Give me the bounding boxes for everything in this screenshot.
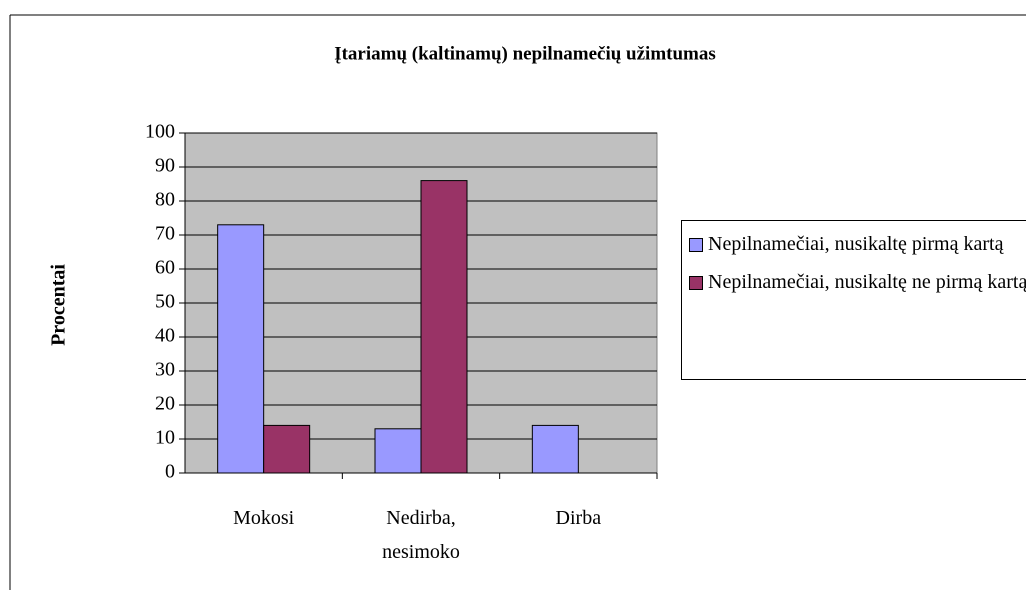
y-axis-label: Procentai [48,264,70,346]
legend-swatch [689,276,703,290]
y-tick-label: 60 [155,257,175,279]
y-tick-label: 0 [165,461,175,483]
y-tick-label: 70 [155,223,175,245]
bar [374,428,422,474]
legend-label: Nepilnamečiai, nusikaltę pirmą kartą [708,233,1004,255]
legend: Nepilnamečiai, nusikaltę pirmą kartą Nepi… [681,220,1026,380]
chart-title: Įtariamų (kaltinamų) nepilnamečių užimtu… [334,43,716,64]
bar [263,424,311,474]
y-tick-label: 100 [145,121,175,143]
y-tick-label: 50 [155,291,175,313]
y-tick-label: 20 [155,393,175,415]
y-tick-label: 90 [155,155,175,177]
legend-item: Nepilnamečiai, nusikaltę ne pirmą kartą [682,267,1026,297]
legend-item: Nepilnamečiai, nusikaltę pirmą kartą [682,229,1026,259]
y-tick-label: 80 [155,189,175,211]
bar [217,224,265,474]
y-tick-label: 10 [155,427,175,449]
y-tick-label: 30 [155,359,175,381]
x-tick-label: Mokosi [233,507,295,529]
legend-label: Nepilnamečiai, nusikaltę ne pirmą kartą [708,271,1026,293]
x-tick-label: Nedirba, nesimoko [382,507,460,563]
legend-swatch [689,238,703,252]
y-tick-label: 40 [155,325,175,347]
bar [531,424,579,474]
bar [420,180,468,474]
x-tick-label: Dirba [555,507,602,529]
